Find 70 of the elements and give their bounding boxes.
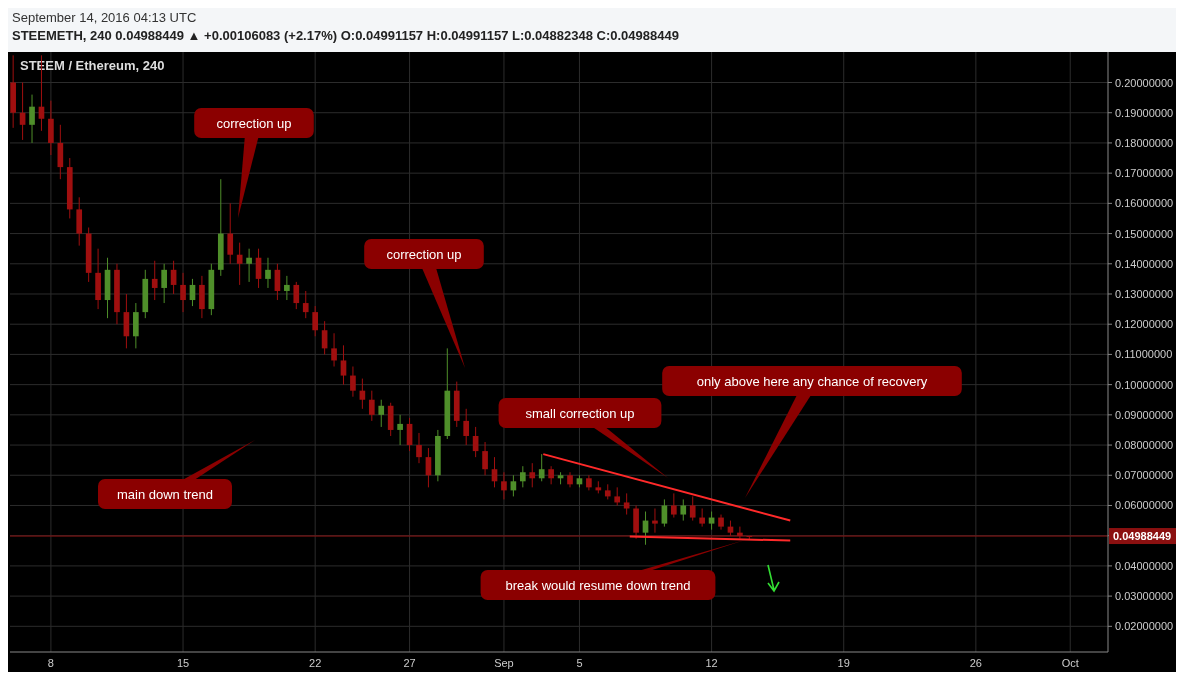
y-tick-label: 0.07000000 [1115, 469, 1174, 482]
x-tick-label: Sep [494, 657, 514, 669]
candlestick [340, 344, 347, 386]
y-tick-label: 0.18000000 [1115, 136, 1174, 149]
y-tick-label: 0.15000000 [1115, 227, 1174, 240]
y-tick-label: 0.06000000 [1115, 499, 1174, 512]
candlestick [227, 202, 234, 265]
candlestick [368, 390, 375, 422]
candlestick [397, 414, 403, 446]
candlestick [265, 257, 271, 289]
ref-line-label: 0.04988449 [1113, 530, 1172, 543]
candlestick [29, 94, 35, 144]
candlestick [737, 526, 743, 540]
x-tick-label: 15 [176, 657, 190, 669]
candlestick [699, 508, 705, 528]
y-tick-label: 0.16000000 [1115, 197, 1174, 210]
candlestick [538, 453, 545, 482]
y-tick-label: 0.13000000 [1115, 287, 1174, 300]
y-tick-label: 0.02000000 [1115, 620, 1174, 633]
y-tick-label: 0.12000000 [1115, 318, 1174, 331]
x-tick-label: 5 [576, 657, 583, 669]
candlestick [180, 272, 186, 313]
candlestick [689, 495, 696, 522]
x-tick-label: 8 [47, 657, 54, 669]
y-tick-label: 0.03000000 [1115, 590, 1174, 603]
y-tick-label: 0.08000000 [1115, 439, 1174, 452]
annotation: only above here any chance of recovery [696, 374, 928, 389]
candlestick [284, 275, 290, 301]
annotation: correction up [386, 247, 462, 262]
candlestick [246, 248, 252, 283]
candlestick [652, 508, 658, 534]
candlestick [350, 366, 356, 398]
y-tick-label: 0.17000000 [1115, 167, 1174, 180]
y-tick-label: 0.19000000 [1115, 106, 1174, 119]
annotation: small correction up [525, 406, 635, 421]
candlestick [501, 471, 507, 500]
candlestick [416, 432, 422, 464]
y-tick-label: 0.10000000 [1115, 378, 1174, 391]
candlestick [331, 332, 337, 367]
x-tick-label: 12 [705, 657, 718, 669]
candlestick [312, 305, 319, 337]
candlestick [302, 290, 309, 319]
candlestick [614, 486, 621, 506]
x-tick-label: 19 [837, 657, 850, 669]
candlestick [151, 260, 158, 301]
y-tick-label: 0.20000000 [1115, 76, 1174, 89]
x-tick-label: Oct [1061, 657, 1079, 669]
x-tick-label: 22 [309, 657, 322, 669]
candlestick [529, 462, 536, 488]
candlestick [161, 263, 167, 304]
y-tick-label: 0.09000000 [1115, 408, 1174, 421]
y-tick-label: 0.11000000 [1115, 348, 1173, 361]
y-tick-label: 0.14000000 [1115, 257, 1174, 270]
annotation: main down trend [116, 487, 214, 502]
candlestick [482, 441, 488, 476]
candlestick [671, 492, 677, 519]
annotation: correction up [216, 116, 292, 131]
x-tick-label: 26 [969, 657, 982, 669]
y-tick-label: 0.04000000 [1115, 559, 1174, 572]
candlestick [680, 498, 687, 522]
candlestick [661, 498, 668, 528]
candlestick [519, 465, 526, 488]
candlestick [463, 408, 470, 446]
chart-subtitle: STEEMETH, 240 0.04988449 ▲ +0.00106083 (+2.17%) O:0.04991157 H:0.04991157 L:0.04882348 C:0.04988449 [12, 28, 679, 43]
candlestick [378, 399, 385, 428]
candlestick [548, 465, 554, 485]
x-tick-label: 27 [403, 657, 416, 669]
text: September 14, 2016 04:13 UTC [12, 10, 197, 25]
annotation: break would resume down trend [505, 578, 691, 593]
candlestick [293, 281, 300, 310]
